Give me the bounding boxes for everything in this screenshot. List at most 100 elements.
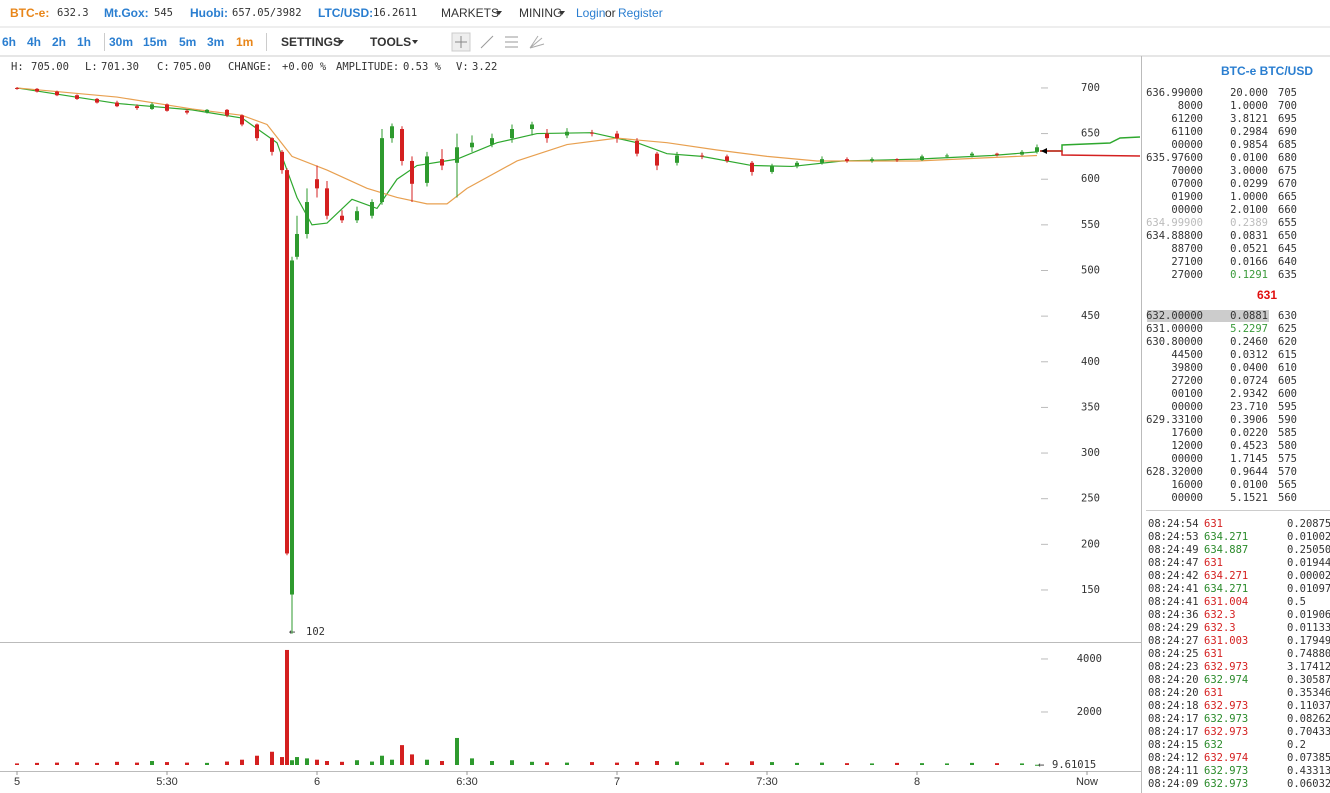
candle-body: [510, 129, 514, 139]
book-level: 595: [1278, 401, 1297, 413]
menu[interactable]: MINING: [519, 6, 563, 20]
trade-price: 632.973: [1204, 726, 1249, 738]
trade-amount: 0.5: [1287, 596, 1306, 608]
volume-bar: [315, 759, 319, 765]
book-price: 01900: [1171, 191, 1203, 203]
menu[interactable]: MARKETS: [441, 6, 500, 20]
fan-tool[interactable]: [529, 35, 545, 49]
trade-amount: 0.06032: [1287, 778, 1330, 790]
volume-bar: [165, 762, 169, 765]
trade-time: 08:24:49: [1148, 544, 1199, 556]
trade-price: 632.974: [1204, 674, 1249, 686]
tools-menu[interactable]: TOOLS: [370, 35, 412, 49]
candle-body: [410, 160, 414, 184]
trade-price: 632.973: [1204, 765, 1249, 777]
fib-tool[interactable]: [505, 36, 518, 48]
volume-bar: [205, 762, 209, 765]
arrow: ←: [1038, 759, 1044, 771]
book-price: 632.00000: [1146, 310, 1203, 322]
book-amount: 1.7145: [1230, 453, 1268, 465]
volume-bar: [55, 762, 59, 765]
trade-amount: 0.01906: [1287, 609, 1330, 621]
candle-body: [750, 162, 754, 172]
y-tick-label: 250: [1081, 493, 1100, 505]
book-price: 88700: [1171, 243, 1203, 255]
book-price: 00000: [1171, 401, 1203, 413]
x-tick-label: 6: [314, 776, 320, 788]
ticker-value: 657.05/3982: [232, 7, 302, 19]
book-price: 44500: [1171, 349, 1203, 361]
ticker-label[interactable]: BTC-e:: [10, 6, 50, 20]
trade-time: 08:24:23: [1148, 661, 1199, 673]
volume-bar: [945, 763, 949, 765]
trade-time: 08:24:17: [1148, 713, 1199, 725]
book-amount: 20.000: [1230, 87, 1268, 99]
caret: [496, 11, 502, 15]
candle-body: [845, 159, 849, 161]
line-tool[interactable]: [480, 35, 494, 49]
trade-amount: 0.43313: [1287, 765, 1330, 777]
trade-time: 08:24:53: [1148, 531, 1199, 543]
volume-bar: [95, 762, 99, 765]
period-button[interactable]: 3m: [207, 35, 225, 49]
register-link[interactable]: Register: [618, 6, 663, 20]
candle-body: [590, 132, 594, 134]
book-amount: 0.0831: [1230, 230, 1268, 242]
volume-bar: [655, 761, 659, 765]
period-button[interactable]: 1h: [77, 35, 92, 49]
trade-price: 632.973: [1204, 713, 1249, 725]
volume-bar: [1035, 764, 1039, 766]
period-button[interactable]: 1m: [236, 35, 254, 49]
volume-bar: [15, 763, 19, 765]
candle-body: [15, 87, 19, 89]
candle-body: [205, 109, 209, 113]
period-button[interactable]: 5m: [179, 35, 197, 49]
candle-body: [285, 170, 289, 554]
period-button[interactable]: 6h: [2, 35, 17, 49]
volume-bar: [820, 762, 824, 765]
caret: [412, 40, 418, 44]
y-tick-label: 350: [1081, 401, 1100, 413]
candle-body: [370, 202, 374, 216]
book-price: 00000: [1171, 492, 1203, 504]
book-level: 600: [1278, 388, 1297, 400]
info-label: CHANGE:: [228, 61, 273, 73]
period-button[interactable]: 2h: [52, 35, 67, 49]
period-button[interactable]: 15m: [143, 35, 168, 49]
book-level: 615: [1278, 349, 1297, 361]
volume-bar: [150, 761, 154, 765]
book-price: 630.80000: [1146, 336, 1203, 348]
login-link[interactable]: Login: [576, 6, 606, 20]
trade-amount: 0.07385: [1287, 752, 1330, 764]
bid-depth: [1040, 150, 1141, 157]
volume-bar: [675, 761, 679, 765]
x-tick-label: 6:30: [456, 776, 477, 788]
ticker-label[interactable]: Mt.Gox:: [104, 6, 149, 20]
book-amount: 2.0100: [1230, 204, 1268, 216]
volume-bar: [700, 762, 704, 765]
crosshair-icon: [455, 36, 467, 48]
candle-body: [165, 104, 169, 111]
book-level: 605: [1278, 375, 1297, 387]
book-amount: 23.710: [1230, 401, 1268, 413]
low-label: 102: [306, 626, 325, 638]
trade-price: 631: [1204, 518, 1223, 530]
volume-tick-label: 2000: [1077, 706, 1102, 718]
ticker-label[interactable]: LTC/USD:: [318, 6, 374, 20]
book-amount: 0.0166: [1230, 256, 1268, 268]
book-level: 675: [1278, 165, 1297, 177]
volume-bar: [295, 757, 299, 765]
trade-time: 08:24:36: [1148, 609, 1199, 621]
period-button[interactable]: 30m: [109, 35, 134, 49]
ticker-value: 545: [154, 7, 173, 19]
ticker-label[interactable]: Huobi:: [190, 6, 228, 20]
y-tick-label: 550: [1081, 219, 1100, 231]
period-button[interactable]: 4h: [27, 35, 42, 49]
trade-amount: 0.35346: [1287, 687, 1330, 699]
ticker-value: 16.2611: [373, 7, 418, 19]
candle-body: [700, 155, 704, 157]
book-price: 61200: [1171, 113, 1203, 125]
settings-menu[interactable]: SETTINGS: [281, 35, 342, 49]
volume-bar: [115, 761, 119, 765]
